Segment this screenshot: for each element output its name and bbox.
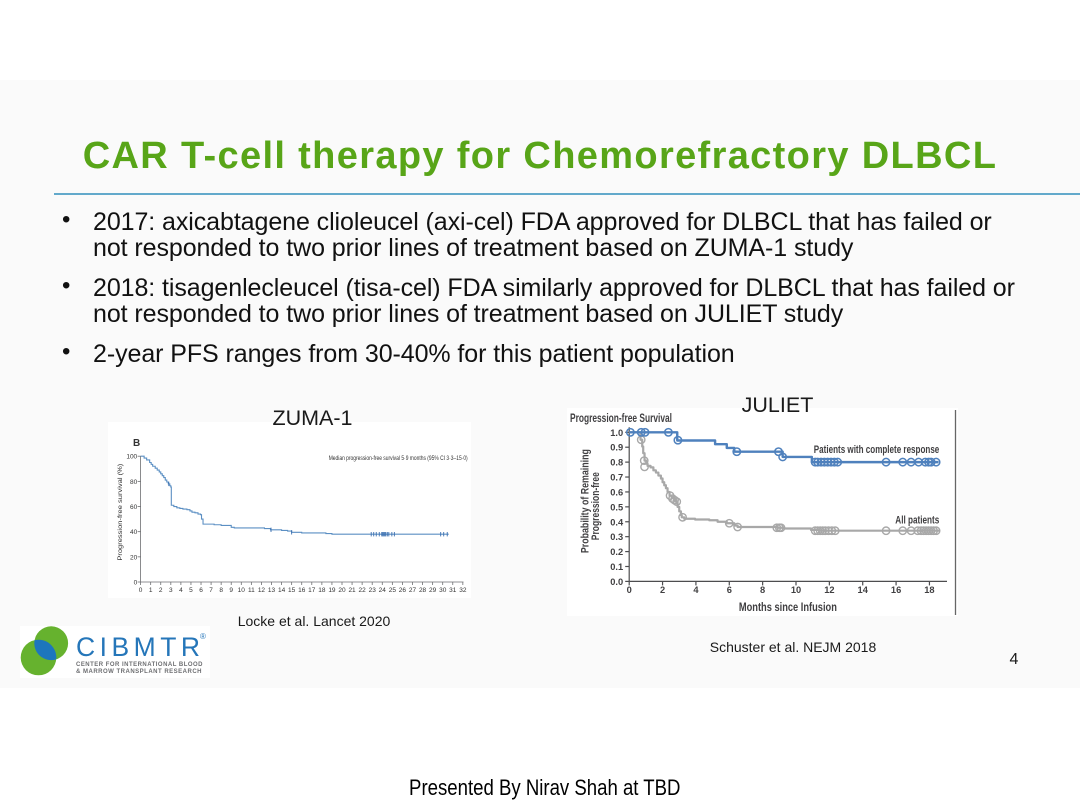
svg-text:19: 19 [328, 587, 336, 594]
svg-text:Progression-free Survival: Progression-free Survival [570, 413, 672, 425]
svg-text:16: 16 [891, 585, 901, 595]
svg-text:14: 14 [858, 585, 869, 595]
svg-text:Progression-free: Progression-free [590, 472, 602, 540]
svg-text:8: 8 [219, 587, 223, 594]
svg-text:15: 15 [288, 587, 296, 594]
svg-text:12: 12 [824, 585, 834, 595]
svg-text:11: 11 [248, 587, 255, 594]
svg-text:0: 0 [627, 585, 632, 595]
svg-text:2: 2 [660, 585, 665, 595]
svg-text:13: 13 [268, 587, 276, 594]
svg-text:6: 6 [199, 587, 203, 594]
svg-text:40: 40 [130, 529, 138, 536]
svg-text:10: 10 [238, 587, 246, 594]
svg-text:21: 21 [348, 587, 356, 594]
svg-text:8: 8 [760, 585, 765, 595]
svg-text:CIBMTR: CIBMTR [76, 632, 200, 662]
svg-text:25: 25 [389, 587, 397, 594]
svg-text:20: 20 [338, 587, 346, 594]
svg-text:20: 20 [130, 554, 138, 561]
svg-text:24: 24 [379, 587, 387, 594]
svg-text:12: 12 [258, 587, 266, 594]
svg-text:29: 29 [429, 587, 437, 594]
svg-text:32: 32 [459, 587, 467, 594]
svg-text:0: 0 [139, 587, 143, 594]
svg-text:6: 6 [727, 585, 732, 595]
svg-text:30: 30 [439, 587, 447, 594]
svg-text:0.6: 0.6 [610, 487, 623, 497]
svg-text:0.1: 0.1 [610, 562, 623, 572]
svg-text:1.0: 1.0 [610, 428, 623, 438]
svg-text:10: 10 [791, 585, 801, 595]
svg-text:27: 27 [409, 587, 417, 594]
svg-text:5: 5 [189, 587, 193, 594]
svg-text:2: 2 [159, 587, 163, 594]
svg-text:9: 9 [229, 587, 233, 594]
svg-text:16: 16 [298, 587, 306, 594]
svg-text:B: B [133, 438, 140, 449]
svg-text:Patients with complete respons: Patients with complete response [814, 444, 940, 456]
svg-text:23: 23 [369, 587, 377, 594]
svg-text:26: 26 [399, 587, 407, 594]
svg-text:®: ® [200, 632, 206, 641]
svg-text:100: 100 [126, 454, 137, 461]
svg-text:18: 18 [318, 587, 326, 594]
svg-text:& MARROW TRANSPLANT RESEARCH: & MARROW TRANSPLANT RESEARCH [76, 668, 202, 675]
svg-text:60: 60 [130, 504, 138, 511]
svg-text:28: 28 [419, 587, 427, 594]
svg-text:80: 80 [130, 479, 138, 486]
svg-text:0.0: 0.0 [610, 577, 623, 587]
svg-text:0.2: 0.2 [610, 547, 623, 557]
svg-text:17: 17 [308, 587, 316, 594]
svg-text:0.4: 0.4 [610, 517, 624, 527]
svg-text:0.3: 0.3 [610, 532, 623, 542]
svg-text:4: 4 [179, 587, 183, 594]
svg-text:0.5: 0.5 [610, 502, 623, 512]
svg-text:All patients: All patients [895, 515, 939, 527]
svg-text:Months since Infusion: Months since Infusion [739, 602, 837, 614]
svg-text:1: 1 [149, 587, 153, 594]
svg-text:7: 7 [209, 587, 213, 594]
svg-text:14: 14 [278, 587, 286, 594]
svg-text:0.8: 0.8 [610, 458, 623, 468]
svg-text:31: 31 [449, 587, 457, 594]
svg-text:Probability of Remaining: Probability of Remaining [579, 449, 591, 553]
svg-text:0: 0 [134, 580, 138, 587]
svg-text:Progression-free survival (%): Progression-free survival (%) [117, 464, 124, 561]
svg-text:3: 3 [169, 587, 173, 594]
svg-text:22: 22 [359, 587, 367, 594]
svg-text:Median progression-free surviv: Median progression-free survival 5·9 mon… [329, 455, 468, 462]
svg-text:4: 4 [693, 585, 699, 595]
svg-text:0.7: 0.7 [610, 473, 623, 483]
svg-text:CENTER FOR INTERNATIONAL BLOOD: CENTER FOR INTERNATIONAL BLOOD [76, 661, 203, 668]
svg-text:0.9: 0.9 [610, 443, 623, 453]
svg-text:18: 18 [924, 585, 934, 595]
